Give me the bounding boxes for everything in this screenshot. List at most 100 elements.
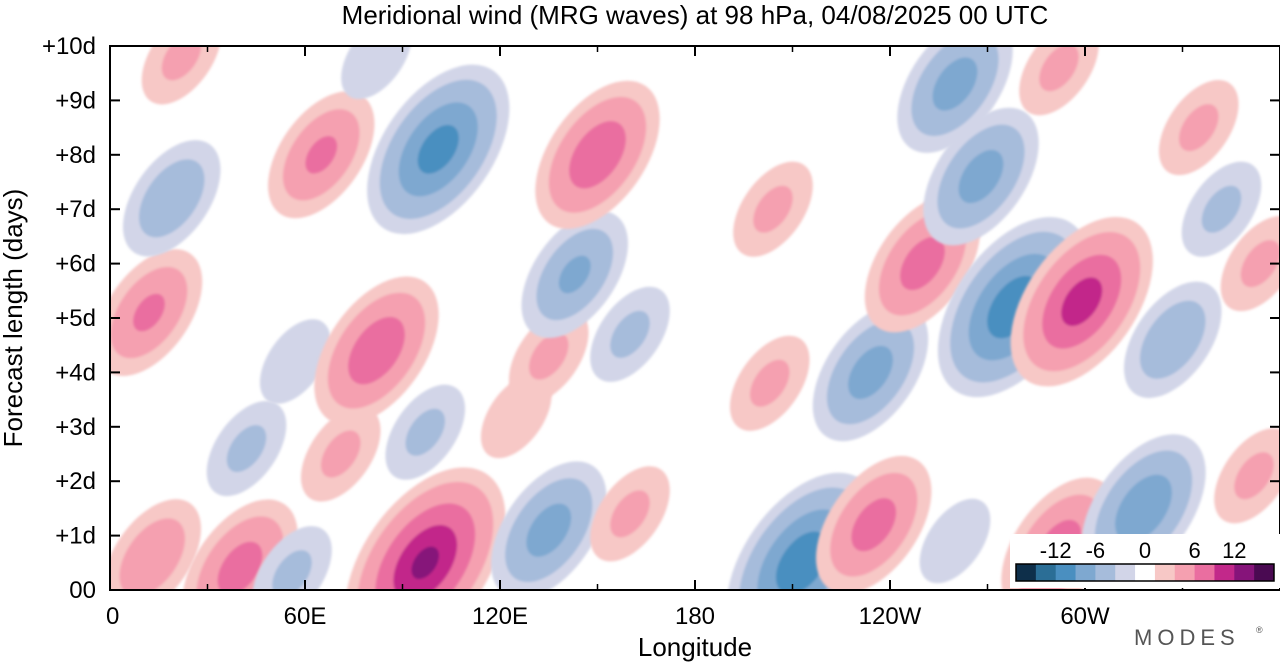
y-tick-label: +3d bbox=[55, 414, 96, 441]
x-tick-label: 120E bbox=[472, 603, 528, 630]
anomaly-feature bbox=[367, 64, 510, 235]
anomaly-feature bbox=[110, 249, 203, 377]
contour-band bbox=[405, 408, 446, 456]
contour-band bbox=[610, 490, 650, 538]
anomaly-feature bbox=[897, 46, 1013, 153]
anomaly-feature bbox=[385, 384, 466, 480]
colorbar-swatch bbox=[1075, 564, 1096, 581]
anomaly-feature bbox=[812, 303, 929, 442]
x-tick-label: 180 bbox=[675, 603, 715, 630]
anomaly-feature bbox=[314, 276, 439, 425]
anomaly-feature bbox=[300, 406, 381, 502]
contour-band bbox=[1240, 240, 1280, 288]
anomaly-feature bbox=[1214, 428, 1280, 524]
contour-band bbox=[348, 316, 405, 385]
plot-area bbox=[109, 45, 1280, 591]
anomaly-feature bbox=[1010, 216, 1153, 387]
contour-band bbox=[1140, 300, 1206, 379]
y-tick-label: +5d bbox=[55, 305, 96, 332]
contour-band bbox=[900, 237, 945, 291]
contour-band bbox=[119, 518, 185, 590]
contour-band bbox=[161, 46, 202, 81]
colorbar-legend: -12 -6 0 6 12 bbox=[1010, 534, 1280, 588]
anomaly-feature bbox=[1181, 161, 1262, 257]
contour-band bbox=[133, 293, 165, 332]
contour-band bbox=[1178, 104, 1219, 152]
anomaly-feature bbox=[1123, 281, 1222, 398]
anomaly-feature bbox=[252, 526, 332, 590]
x-axis: 0 60E 120E 180 120W 60W bbox=[106, 46, 1280, 630]
contour-band bbox=[753, 185, 793, 233]
contour-band bbox=[259, 319, 331, 404]
contour-band bbox=[932, 57, 978, 111]
anomaly-feature bbox=[341, 46, 412, 100]
anomaly-feature bbox=[122, 140, 221, 257]
anomaly-feature bbox=[733, 161, 813, 257]
colorbar-swatch bbox=[1234, 564, 1255, 581]
anomaly-feature bbox=[1158, 80, 1239, 176]
anomaly-feature bbox=[521, 210, 628, 338]
contour-band bbox=[919, 498, 991, 584]
contour-band bbox=[1234, 452, 1274, 500]
contour-band bbox=[320, 430, 361, 478]
anomaly-feature bbox=[816, 455, 932, 590]
contour-band bbox=[1201, 185, 1242, 233]
colorbar-swatch bbox=[1055, 564, 1077, 581]
anomaly-feature bbox=[182, 499, 298, 590]
contour-band bbox=[610, 310, 650, 358]
x-tick-label: 120W bbox=[859, 603, 922, 630]
contour-band bbox=[775, 531, 829, 590]
colorbar-swatch bbox=[1016, 564, 1037, 581]
contour-band bbox=[305, 135, 338, 174]
colorbar-swatch bbox=[1135, 564, 1156, 581]
colorbar-swatch bbox=[1174, 564, 1196, 581]
colorbar-frame bbox=[1015, 563, 1275, 582]
anomaly-feature bbox=[919, 498, 991, 584]
contour-band bbox=[217, 541, 263, 590]
y-tick-label: +2d bbox=[55, 468, 96, 495]
anomaly-feature bbox=[535, 80, 660, 229]
colorbar-swatch bbox=[1254, 564, 1275, 581]
contour-band bbox=[749, 359, 790, 407]
colorbar-swatch bbox=[1154, 564, 1176, 581]
chart-title: Meridional wind (MRG waves) at 98 hPa, 0… bbox=[342, 0, 1049, 30]
contour-band bbox=[958, 150, 1004, 204]
colorbar-swatch bbox=[1095, 564, 1116, 581]
contour-band bbox=[226, 425, 267, 473]
colorbar-label: 0 bbox=[1139, 538, 1151, 563]
contour-band bbox=[1061, 277, 1103, 326]
colorbar-label: -12 bbox=[1040, 538, 1072, 563]
anomaly-feature bbox=[259, 319, 331, 404]
anomaly-feature bbox=[268, 91, 375, 219]
y-axis: 00 +1d +2d +3d +4d +5d +6d +7d +8d +9d +10d bbox=[42, 33, 1280, 604]
colorbar-label: -6 bbox=[1086, 538, 1106, 563]
x-axis-label: Longitude bbox=[638, 632, 752, 662]
contour-band bbox=[569, 121, 626, 189]
y-tick-label: +10d bbox=[42, 33, 96, 60]
colorbar-swatch bbox=[1115, 564, 1136, 581]
anomaly-feature bbox=[110, 499, 202, 590]
contour-band bbox=[558, 255, 591, 294]
anomaly-feature bbox=[345, 467, 506, 590]
anomaly-feature bbox=[590, 466, 670, 562]
logo-registered-mark: ® bbox=[1256, 625, 1263, 635]
y-axis-label: Forecast length (days) bbox=[0, 189, 28, 448]
anomaly-feature bbox=[206, 400, 287, 497]
contour-band bbox=[848, 345, 893, 399]
x-tick-label: 0 bbox=[106, 603, 119, 630]
y-tick-label: +7d bbox=[55, 196, 96, 223]
anomaly-feature bbox=[141, 46, 222, 105]
contour-fills bbox=[110, 46, 1280, 590]
anomaly-feature bbox=[729, 335, 810, 431]
contour-band bbox=[341, 46, 412, 100]
anomaly-feature bbox=[1019, 46, 1099, 116]
contour-band bbox=[139, 159, 205, 238]
y-tick-label: +4d bbox=[55, 359, 96, 386]
modes-logo: MODES ® bbox=[1134, 625, 1263, 650]
colorbar-swatch bbox=[1194, 564, 1215, 581]
contour-band bbox=[417, 125, 459, 174]
y-tick-label: +9d bbox=[55, 87, 96, 114]
y-tick-label: 00 bbox=[69, 577, 96, 604]
anomaly-feature bbox=[491, 461, 607, 590]
